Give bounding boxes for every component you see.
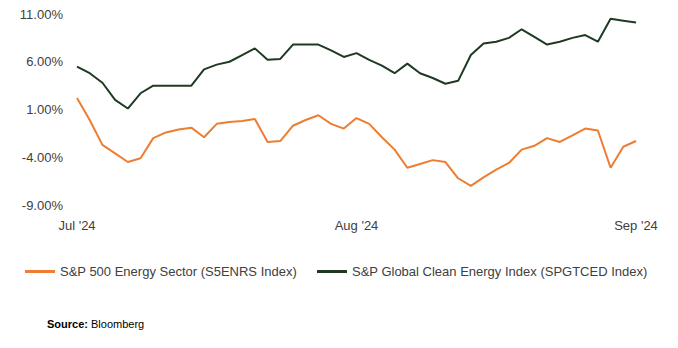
svg-text:-9.00%: -9.00% bbox=[22, 198, 64, 213]
svg-text:S&P 500 Energy Sector (S5ENRS: S&P 500 Energy Sector (S5ENRS Index) bbox=[60, 264, 297, 279]
svg-text:11.00%: 11.00% bbox=[20, 7, 64, 22]
svg-text:6.00%: 6.00% bbox=[26, 54, 63, 69]
svg-text:1.00%: 1.00% bbox=[26, 102, 63, 117]
svg-text:Sep '24: Sep '24 bbox=[614, 218, 658, 233]
svg-text:Jul '24: Jul '24 bbox=[58, 218, 95, 233]
svg-text:Bloomberg: Bloomberg bbox=[88, 318, 144, 330]
svg-text:-4.00%: -4.00% bbox=[22, 150, 64, 165]
svg-text:Source:: Source: bbox=[47, 318, 88, 330]
svg-text:S&P Global Clean Energy Index: S&P Global Clean Energy Index (SPGTCED I… bbox=[352, 264, 647, 279]
svg-text:Aug '24: Aug '24 bbox=[335, 218, 379, 233]
